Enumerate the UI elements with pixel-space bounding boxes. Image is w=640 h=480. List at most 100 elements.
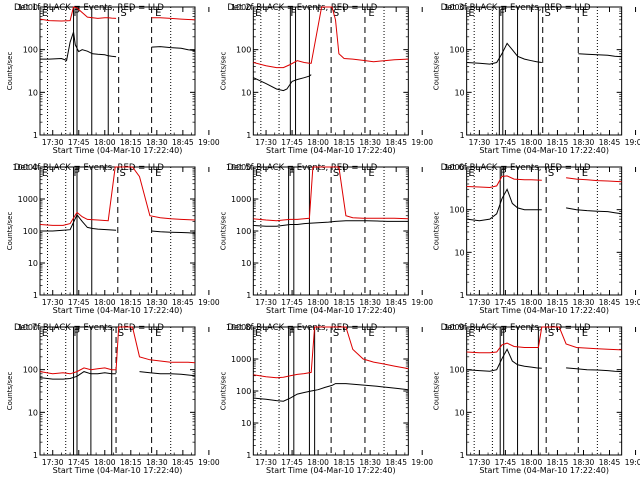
series-lld-line — [466, 175, 542, 189]
panel-det-2: Det 2f BLACK = Events, RED = LLD 1 10 100 10… — [219, 3, 433, 155]
x-axis-label: Start Time (04-Mar-10 17:22:40) — [266, 146, 396, 155]
series-events-line — [151, 230, 196, 234]
y-axis-label: Counts/sec — [6, 52, 14, 91]
flag-label: F — [289, 168, 295, 179]
chart-title: Det 4f BLACK = Events, RED = LLD — [14, 163, 164, 173]
x-tick-label: 19:00 — [411, 298, 433, 307]
panel-det-6: Det 6f BLACK = Events, RED = LLD 1 10 100 10… — [433, 163, 640, 315]
y-tick-label: 10 — [454, 88, 464, 97]
x-tick-label: 17:45 — [68, 138, 90, 147]
y-tick-label: 100 — [23, 227, 38, 236]
x-tick-label: 18:30 — [573, 458, 595, 467]
panel-det-4: Det 4f BLACK = Events, RED = LLD 1 10 100 10… — [6, 163, 220, 315]
y-tick-label: 1000 — [18, 3, 38, 12]
panel-det-9: Det 9f BLACK = Events, RED = LLD 1 10 100 10… — [433, 323, 640, 475]
x-tick-label: 18:00 — [307, 298, 329, 307]
plot-frame — [466, 166, 623, 296]
flag-label: S — [120, 8, 126, 19]
x-tick-label: 17:30 — [469, 298, 491, 307]
x-tick-label: 18:30 — [359, 138, 381, 147]
flag-label: F — [499, 8, 505, 19]
x-tick-label: 19:00 — [198, 458, 220, 467]
y-tick-label: 10 — [454, 408, 464, 417]
flag-label: F — [74, 8, 80, 19]
series-lld-line — [253, 6, 409, 69]
x-tick-label: 18:30 — [146, 138, 168, 147]
panel-det-8: Det 8f BLACK = Events, RED = LLD 1 10 100 10… — [219, 323, 433, 475]
panel-det-1: Det 1f BLACK = Events, RED = LLD 1 10 100 10… — [6, 3, 220, 155]
x-axis-label: Start Time (04-Mar-10 17:22:40) — [53, 466, 183, 475]
y-tick-label: 100 — [23, 46, 38, 55]
series-events-line — [40, 371, 117, 380]
series-lld-line — [253, 326, 409, 379]
series-lld-line — [466, 326, 622, 354]
flag-label: S — [120, 168, 126, 179]
x-tick-label: 18:45 — [599, 458, 621, 467]
chart-title: Det 3f BLACK = Events, RED = LLD — [441, 3, 591, 13]
y-tick-label: 100 — [449, 366, 464, 375]
flag-label: S — [118, 328, 124, 339]
y-tick-label: 1000 — [444, 163, 464, 172]
y-tick-label: 10 — [241, 419, 251, 428]
series-events-line — [40, 31, 117, 62]
panel-det-3: Det 3f BLACK = Events, RED = LLD 1 10 100 10… — [433, 3, 640, 155]
series-events-line — [578, 53, 622, 58]
x-tick-label: 18:45 — [385, 298, 407, 307]
x-tick-label: 17:45 — [281, 298, 303, 307]
x-tick-label: 18:00 — [307, 138, 329, 147]
x-tick-label: 17:30 — [255, 458, 277, 467]
flag-label: S — [548, 168, 554, 179]
series-lld-line — [40, 166, 196, 226]
x-tick-label: 18:15 — [120, 138, 142, 147]
y-tick-label: 1000 — [18, 195, 38, 204]
x-tick-label: 18:45 — [172, 138, 194, 147]
x-tick-label: 17:45 — [281, 138, 303, 147]
x-axis-label: Start Time (04-Mar-10 17:22:40) — [266, 466, 396, 475]
flag-label: E — [468, 8, 474, 19]
y-tick-label: 1 — [246, 131, 251, 140]
y-tick-label: 100 — [236, 227, 251, 236]
flag-label: E — [468, 168, 474, 179]
x-tick-label: 18:15 — [547, 458, 569, 467]
x-tick-label: 18:15 — [120, 458, 142, 467]
x-tick-label: 17:45 — [68, 458, 90, 467]
y-tick-label: 100 — [236, 387, 251, 396]
chart-title: Det 1f BLACK = Events, RED = LLD — [14, 3, 164, 13]
x-tick-label: 18:00 — [94, 138, 116, 147]
flag-label: E — [155, 168, 161, 179]
x-tick-label: 19:00 — [625, 458, 640, 467]
y-tick-label: 10000 — [13, 163, 38, 172]
series-events-line — [253, 383, 409, 402]
x-axis-label: Start Time (04-Mar-10 17:22:40) — [53, 146, 183, 155]
x-tick-label: 17:30 — [469, 458, 491, 467]
flag-label: E — [42, 168, 48, 179]
series-events-line — [253, 220, 409, 227]
chart-title: Det 2f BLACK = Events, RED = LLD — [227, 3, 377, 13]
y-tick-label: 1000 — [231, 3, 251, 12]
y-tick-label: 1 — [246, 451, 251, 460]
flag-label: E — [368, 8, 374, 19]
x-axis-label: Start Time (04-Mar-10 17:22:40) — [266, 306, 396, 315]
y-tick-label: 1 — [33, 451, 38, 460]
series-lld-line — [566, 177, 622, 183]
x-tick-label: 18:30 — [146, 298, 168, 307]
x-tick-label: 18:15 — [333, 298, 355, 307]
flag-label: E — [468, 328, 474, 339]
x-tick-label: 17:30 — [42, 138, 64, 147]
y-tick-label: 1 — [460, 451, 465, 460]
x-tick-label: 17:45 — [281, 458, 303, 467]
y-tick-label: 10 — [454, 248, 464, 257]
flag-label: E — [155, 8, 161, 19]
y-tick-label: 10 — [28, 88, 38, 97]
plot-frame — [466, 326, 623, 456]
y-tick-label: 1 — [33, 131, 38, 140]
x-axis-label: Start Time (04-Mar-10 17:22:40) — [479, 306, 609, 315]
series-lld-line — [151, 17, 196, 21]
x-tick-label: 18:45 — [599, 138, 621, 147]
y-tick-label: 100 — [449, 46, 464, 55]
x-tick-label: 17:45 — [495, 298, 517, 307]
y-axis-label: Counts/sec — [433, 52, 441, 91]
x-tick-label: 18:45 — [172, 458, 194, 467]
y-tick-label: 100 — [236, 46, 251, 55]
